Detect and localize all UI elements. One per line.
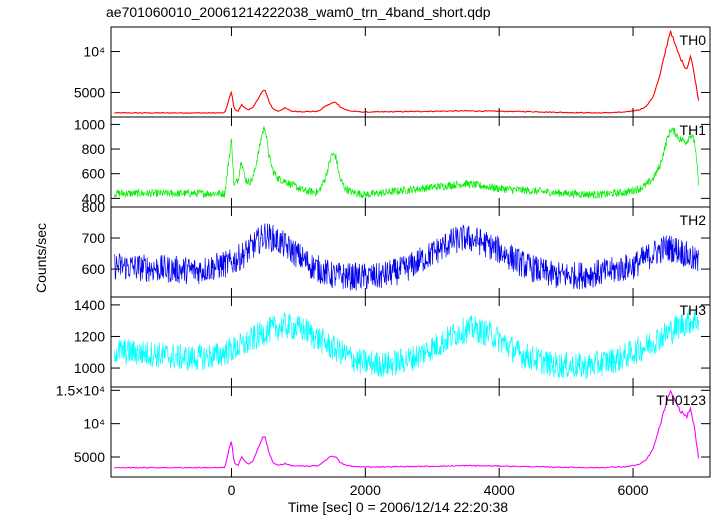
panel-th3: 1000 1200 1400 TH3 (74, 296, 711, 388)
panel-label: TH1 (680, 122, 707, 138)
x-tick-label: 6000 (617, 482, 648, 498)
y-tick-label: 700 (82, 230, 106, 246)
y-tick-label: 400 (82, 190, 106, 206)
y-tick-label: 800 (82, 199, 106, 215)
panel-frame (110, 116, 711, 208)
panel-label: TH0123 (656, 392, 706, 408)
y-tick-label: 600 (82, 166, 106, 182)
y-tick-label: 1000 (74, 360, 105, 376)
series-line-th1 (114, 126, 699, 200)
panel-label: TH0 (680, 32, 707, 48)
panel-frame (110, 296, 711, 388)
y-tick-label: 1.5×10⁴ (56, 382, 105, 398)
y-axis-title: Counts/sec (33, 223, 49, 293)
x-tick-label: 4000 (484, 482, 515, 498)
series-line-th2 (114, 223, 699, 291)
series-line-th0 (114, 30, 700, 114)
y-tick-label: 600 (82, 261, 106, 277)
x-tick-label: 0 (228, 482, 236, 498)
y-tick-label: 5000 (74, 84, 105, 100)
y-tick-label: 800 (82, 141, 106, 157)
panel-th1: 400 600 800 1000 TH1 (74, 116, 711, 208)
panel-frame (110, 26, 711, 118)
x-axis-title: Time [sec] 0 = 2006/12/14 22:20:38 (288, 499, 508, 515)
panel-frame (110, 206, 711, 298)
panel-th0: 5000 10⁴ TH0 (74, 26, 711, 118)
panels: 5000 10⁴ TH0 400 600 800 1000 TH1 600 700 800 TH2 10… (56, 26, 711, 498)
panel-label: TH3 (680, 302, 707, 318)
y-tick-label: 1000 (74, 116, 105, 132)
x-tick-label: 2000 (350, 482, 381, 498)
panel-frame (110, 386, 711, 478)
y-tick-label: 5000 (74, 449, 105, 465)
y-tick-label: 1400 (74, 297, 105, 313)
panel-th0123: 5000 10⁴ 1.5×10⁴ TH0123 (56, 382, 711, 478)
series-line-th0123 (114, 389, 700, 469)
x-axis: 0 2000 4000 6000 (228, 482, 649, 498)
panel-th2: 600 700 800 TH2 (82, 199, 711, 298)
y-tick-label: 10⁴ (83, 416, 105, 432)
chart-title: ae701060010_20061214222038_wam0_trn_4ban… (106, 4, 491, 20)
panel-label: TH2 (680, 212, 707, 228)
y-tick-label: 1200 (74, 328, 105, 344)
y-tick-label: 10⁴ (83, 44, 105, 60)
series-line-th3 (114, 309, 699, 380)
